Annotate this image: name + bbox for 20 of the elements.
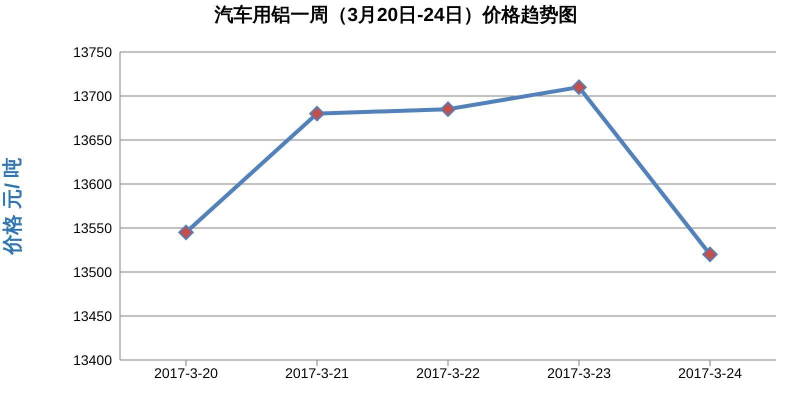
- y-tick-label: 13400: [73, 352, 112, 368]
- point: [440, 101, 456, 117]
- point: [702, 246, 718, 262]
- y-tick-label: 13550: [73, 220, 112, 236]
- y-tick-label: 13650: [73, 132, 112, 148]
- x-tick-label: 2017-3-22: [416, 364, 480, 381]
- y-tick-label: 13600: [73, 176, 112, 192]
- y-tick-label: 13450: [73, 308, 112, 324]
- y-tick-label: 13500: [73, 264, 112, 280]
- x-tick-label: 2017-3-20: [154, 364, 218, 381]
- point: [571, 79, 587, 95]
- y-tick-label: 13750: [73, 44, 112, 60]
- chart-title: 汽车用铝一周（3月20日-24日）价格趋势图: [213, 4, 579, 28]
- x-tick-label: 2017-3-24: [678, 364, 742, 381]
- point: [178, 224, 194, 240]
- x-tick-label: 2017-3-23: [547, 364, 612, 381]
- y-tick-label: 13700: [73, 88, 112, 104]
- x-tick-label: 2017-3-21: [285, 364, 350, 381]
- point: [309, 106, 325, 122]
- y-axis-title: 价格 元/ 吨: [2, 158, 24, 256]
